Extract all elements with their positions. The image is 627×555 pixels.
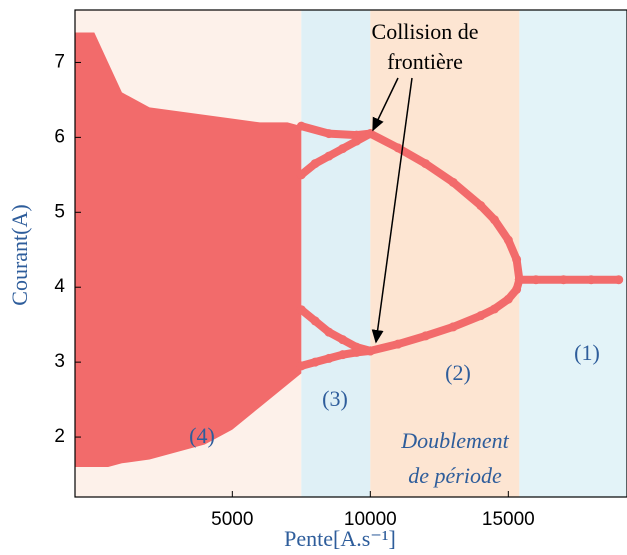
point: [393, 339, 403, 349]
point: [503, 294, 513, 304]
x-tick-label: 15000: [482, 509, 535, 530]
point: [614, 275, 624, 285]
annotation: (4): [189, 423, 215, 448]
y-tick-label: 7: [54, 51, 65, 72]
point: [514, 275, 524, 285]
x-axis-label: Pente[A.s⁻¹]: [284, 526, 396, 551]
annotation: Doublement: [400, 428, 509, 453]
y-tick-label: 2: [54, 426, 65, 447]
point: [352, 347, 362, 357]
point: [559, 275, 569, 285]
point: [324, 151, 334, 161]
point: [503, 235, 513, 245]
point: [310, 357, 320, 367]
region: [301, 10, 371, 497]
point: [296, 361, 306, 371]
point: [421, 331, 431, 341]
x-tick-label: 10000: [344, 509, 397, 530]
point: [338, 144, 348, 154]
point: [310, 316, 320, 326]
annotation: (1): [574, 340, 600, 365]
axes: 5000 10000 15000 2 3 4 5 6 7 Pente[A.s⁻¹] Courant(…: [7, 9, 627, 551]
point: [324, 353, 334, 363]
point: [531, 275, 541, 285]
region: [519, 10, 627, 497]
point: [338, 350, 348, 360]
point: [512, 254, 522, 264]
x-tick-label: 5000: [211, 509, 253, 530]
point: [338, 335, 348, 345]
annotation: frontière: [387, 49, 463, 74]
arrow: [372, 77, 399, 132]
y-axis-label: Courant(A): [7, 204, 32, 305]
point: [310, 159, 320, 169]
chaos-band: [75, 32, 302, 468]
point: [476, 201, 486, 211]
y-tick-label: 3: [54, 351, 65, 372]
point: [490, 215, 500, 225]
region: [370, 10, 520, 497]
y-tick-label: 5: [54, 201, 65, 222]
data-marks: [75, 32, 624, 468]
annotation: (3): [322, 386, 348, 411]
point: [448, 322, 458, 332]
point: [490, 304, 500, 314]
y-tick-label: 4: [54, 276, 65, 297]
annotation: (2): [445, 360, 471, 385]
point: [324, 327, 334, 337]
arrow: [371, 77, 413, 344]
point: [352, 136, 362, 146]
point: [296, 121, 306, 131]
point: [421, 159, 431, 169]
point: [365, 346, 375, 356]
annotation: Collision de: [372, 19, 479, 44]
point: [586, 275, 596, 285]
point: [365, 129, 375, 139]
point: [476, 311, 486, 321]
point: [448, 177, 458, 187]
point: [324, 129, 334, 139]
plot-frame: [74, 9, 627, 498]
point: [296, 170, 306, 180]
regions: [75, 10, 627, 497]
point: [296, 305, 306, 315]
y-tick-label: 6: [54, 126, 65, 147]
point: [393, 143, 403, 153]
annotation: de période: [408, 463, 502, 488]
point: [512, 284, 522, 294]
